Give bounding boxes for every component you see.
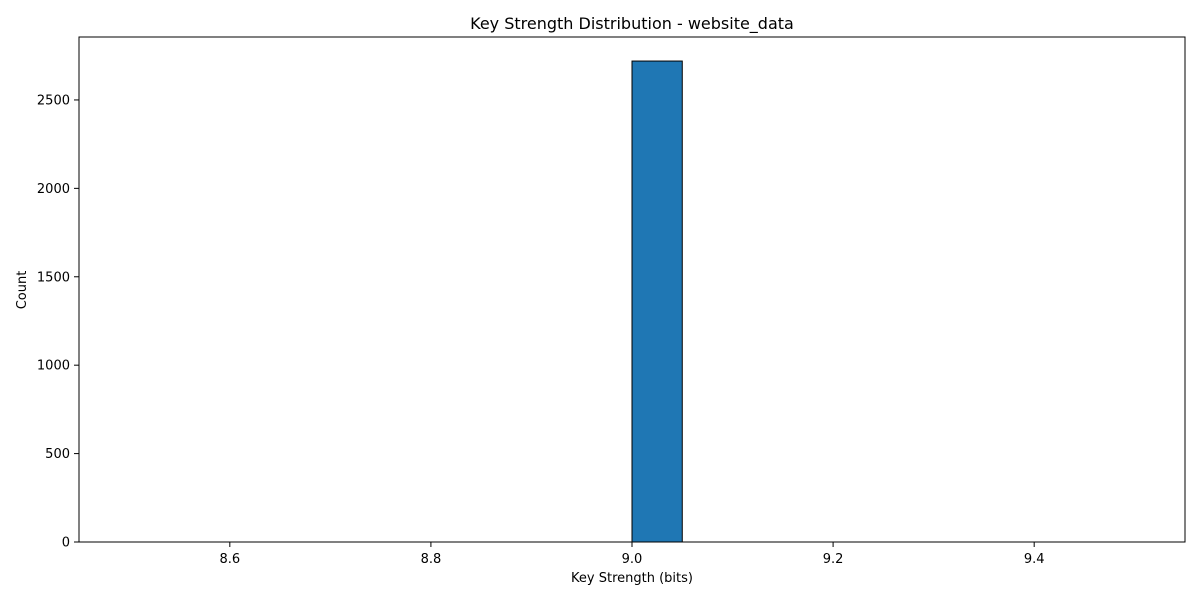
histogram-bar	[631, 60, 683, 543]
y-tick-label: 500	[45, 447, 70, 462]
y-tick-label: 1500	[37, 270, 70, 285]
x-axis-ticks: 8.6 8.8 9.0 9.2 9.4	[219, 542, 1045, 567]
y-tick-label: 1000	[37, 359, 70, 374]
x-tick-label: 9.0	[622, 552, 643, 567]
chart-title: Key Strength Distribution - website_data	[470, 14, 794, 34]
y-axis-title: Count	[15, 271, 30, 310]
y-tick-label: 2500	[37, 93, 70, 108]
bars-group	[631, 60, 683, 543]
x-axis-title: Key Strength (bits)	[571, 571, 693, 586]
x-tick-label: 9.2	[823, 552, 844, 567]
plot-area-frame	[78, 36, 1186, 543]
y-axis-ticks: 0 500 1000 1500 2000 2500	[37, 93, 79, 551]
x-tick-label: 8.6	[219, 552, 240, 567]
x-tick-label: 8.8	[421, 552, 442, 567]
y-tick-label: 2000	[37, 182, 70, 197]
x-tick-label: 9.4	[1024, 552, 1045, 567]
y-tick-label: 0	[62, 536, 70, 551]
